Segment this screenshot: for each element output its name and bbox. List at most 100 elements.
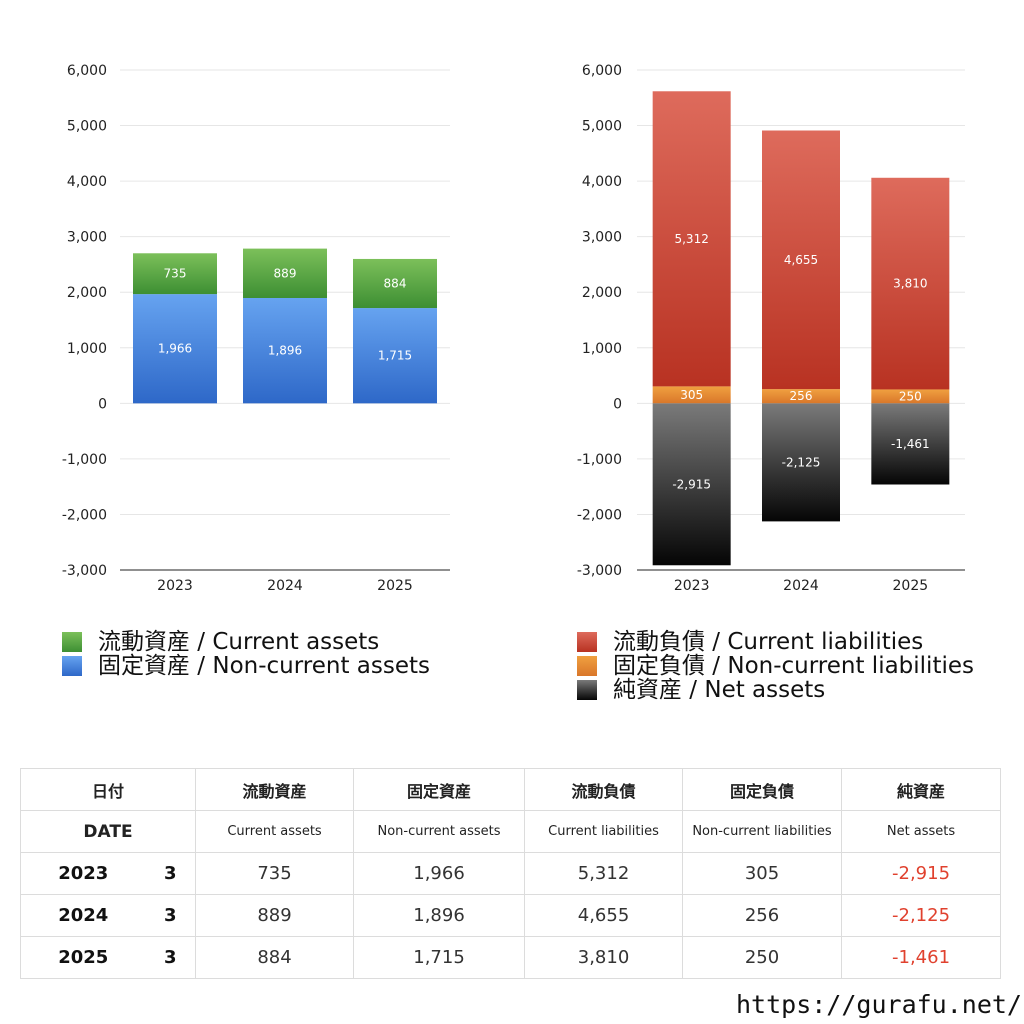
y-tick-label: 5,000	[67, 119, 107, 135]
month-cell: 3	[145, 894, 197, 937]
header-current-assets-jp: 流動資産	[195, 768, 355, 811]
header-current-assets-en: Current assets	[195, 810, 355, 853]
header-non-current-liabilities-jp: 固定負債	[682, 768, 843, 811]
assets-legend: 流動資産 / Current assets 固定資産 / Non-current…	[62, 630, 430, 678]
y-tick-label: 2,000	[67, 285, 107, 301]
legend-swatch	[577, 632, 597, 652]
table-header-row: DATE Current assets Non-current assets C…	[19, 810, 1002, 853]
data-label: 3,810	[893, 277, 927, 291]
bar-segment	[133, 253, 217, 295]
legend-swatch	[62, 632, 82, 652]
data-label: 1,896	[268, 344, 302, 358]
legend-item-current-assets: 流動資産 / Current assets	[62, 630, 430, 654]
table-row: 2025 3 884 1,715 3,810 250 -1,461	[20, 936, 1002, 979]
header-current-liabilities-en: Current liabilities	[524, 810, 684, 853]
y-tick-label: 0	[613, 396, 622, 412]
liabilities-chart: 6,000 5,000 4,000 3,000 2,000 1,000 0 -1,000 -2,…	[577, 63, 965, 594]
data-label: 735	[164, 267, 187, 281]
y-tick-label: -2,000	[577, 507, 622, 523]
current-liabilities-cell: 4,655	[524, 894, 684, 937]
data-label: -1,461	[891, 437, 930, 451]
bar-segment	[871, 389, 950, 404]
data-label: 1,715	[378, 349, 412, 363]
bar-segment	[762, 403, 840, 522]
month-cell: 3	[145, 852, 197, 895]
y-tick-label: 3,000	[582, 230, 622, 246]
current-liabilities-cell: 3,810	[524, 936, 684, 979]
bar-segment	[652, 91, 731, 387]
legend-item-net-assets: 純資産 / Net assets	[577, 678, 974, 702]
bar-segment	[133, 294, 217, 404]
x-tick-label: 2024	[783, 578, 819, 594]
legend-swatch	[577, 656, 597, 676]
header-net-assets-en: Net assets	[841, 810, 1002, 853]
data-label: 884	[384, 277, 407, 291]
current-liabilities-cell: 5,312	[524, 852, 684, 895]
legend-label: 純資産 / Net assets	[613, 677, 826, 703]
data-label: -2,915	[672, 477, 711, 491]
data-label: 889	[274, 266, 297, 280]
bar-segment	[762, 130, 840, 390]
y-tick-label: -3,000	[62, 563, 107, 579]
bar-segment	[243, 298, 327, 404]
non-current-assets-cell: 1,896	[353, 894, 526, 937]
y-tick-label: 1,000	[67, 341, 107, 357]
bar-segment	[762, 389, 840, 404]
table-row: 2024 3 889 1,896 4,655 256 -2,125	[20, 894, 1002, 937]
net-assets-cell: -2,915	[841, 852, 1002, 895]
site-url[interactable]: https://gurafu.net/	[736, 990, 1022, 1019]
legend-label: 固定負債 / Non-current liabilities	[613, 653, 974, 679]
y-tick-label: -3,000	[577, 563, 622, 579]
legend-item-non-current-liabilities: 固定負債 / Non-current liabilities	[577, 654, 974, 678]
balance-sheet-table: 日付 流動資産 固定資産 流動負債 固定負債 純資産 DATE Current …	[19, 768, 1002, 979]
table-header-row: 日付 流動資産 固定資産 流動負債 固定負債 純資産	[19, 768, 1002, 811]
non-current-assets-cell: 1,966	[353, 852, 526, 895]
x-tick-label: 2025	[377, 578, 413, 594]
bar-segment	[871, 177, 950, 390]
y-tick-label: 4,000	[67, 174, 107, 190]
data-label: 305	[680, 388, 703, 402]
non-current-liabilities-cell: 305	[682, 852, 843, 895]
non-current-assets-cell: 1,715	[353, 936, 526, 979]
month-cell: 3	[145, 936, 197, 979]
data-label: 256	[790, 389, 813, 403]
header-date-jp: 日付	[19, 768, 197, 811]
header-non-current-assets-en: Non-current assets	[353, 810, 526, 853]
data-label: 5,312	[674, 232, 708, 246]
x-tick-label: 2024	[267, 578, 303, 594]
data-label: -2,125	[782, 455, 821, 469]
non-current-liabilities-cell: 250	[682, 936, 843, 979]
table-row: 2023 3 735 1,966 5,312 305 -2,915	[20, 852, 1002, 895]
x-tick-label: 2023	[674, 578, 710, 594]
y-tick-label: 6,000	[582, 63, 622, 79]
y-tick-label: 2,000	[582, 285, 622, 301]
y-tick-label: -1,000	[577, 452, 622, 468]
legend-swatch	[62, 656, 82, 676]
y-tick-label: -1,000	[62, 452, 107, 468]
net-assets-cell: -1,461	[841, 936, 1002, 979]
year-cell: 2024	[20, 894, 146, 937]
header-net-assets-jp: 純資産	[841, 768, 1002, 811]
header-current-liabilities-jp: 流動負債	[524, 768, 684, 811]
year-cell: 2023	[20, 852, 146, 895]
legend-label: 流動負債 / Current liabilities	[613, 629, 924, 655]
legend-item-non-current-assets: 固定資産 / Non-current assets	[62, 654, 430, 678]
bar-segment	[871, 403, 950, 485]
year-cell: 2025	[20, 936, 146, 979]
header-non-current-assets-jp: 固定資産	[353, 768, 526, 811]
y-tick-label: 0	[98, 396, 107, 412]
data-label: 250	[899, 389, 922, 403]
y-tick-label: 1,000	[582, 341, 622, 357]
legend-label: 流動資産 / Current assets	[98, 629, 380, 655]
bar-segment	[652, 386, 731, 404]
current-assets-cell: 884	[195, 936, 355, 979]
bar-segment	[353, 308, 437, 404]
data-label: 1,966	[158, 342, 192, 356]
y-tick-label: 3,000	[67, 230, 107, 246]
bar-segment	[243, 248, 327, 298]
non-current-liabilities-cell: 256	[682, 894, 843, 937]
net-assets-cell: -2,125	[841, 894, 1002, 937]
x-tick-label: 2025	[893, 578, 929, 594]
x-tick-label: 2023	[157, 578, 193, 594]
data-label: 4,655	[784, 253, 818, 267]
